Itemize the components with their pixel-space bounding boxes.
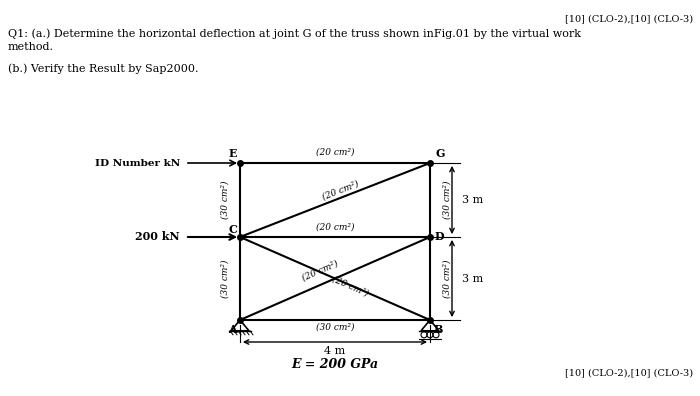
Text: (30 cm²): (30 cm²) [220, 259, 230, 298]
Text: (20 cm²): (20 cm²) [330, 275, 370, 298]
Text: [10] (CLO-2),[10] (CLO-3): [10] (CLO-2),[10] (CLO-3) [565, 14, 693, 23]
Text: (20 cm²): (20 cm²) [300, 259, 340, 282]
Text: ID Number kN: ID Number kN [94, 158, 180, 168]
Text: 200 kN: 200 kN [135, 232, 180, 242]
Text: E = 200 GPa: E = 200 GPa [291, 358, 379, 371]
Text: 3 m: 3 m [462, 195, 483, 205]
Text: C: C [228, 224, 237, 235]
Text: G: G [435, 148, 444, 159]
Text: (b.) Verify the Result by Sap2000.: (b.) Verify the Result by Sap2000. [8, 63, 199, 74]
Text: (30 cm²): (30 cm²) [442, 259, 452, 298]
Text: 4 m: 4 m [324, 346, 346, 356]
Text: [10] (CLO-2),[10] (CLO-3): [10] (CLO-2),[10] (CLO-3) [565, 368, 693, 377]
Text: (30 cm²): (30 cm²) [442, 181, 452, 219]
Text: method.: method. [8, 42, 54, 52]
Text: E: E [228, 148, 237, 159]
Text: 3 m: 3 m [462, 274, 483, 284]
Text: (30 cm²): (30 cm²) [220, 181, 230, 219]
Text: (30 cm²): (30 cm²) [316, 323, 354, 332]
Text: (20 cm²): (20 cm²) [321, 179, 360, 201]
Text: A: A [228, 324, 237, 335]
Text: D: D [435, 232, 444, 242]
Text: (20 cm²): (20 cm²) [316, 223, 354, 232]
Text: (20 cm²): (20 cm²) [316, 148, 354, 157]
Text: Q1: (a.) Determine the horizontal deflection at joint G of the truss shown inFig: Q1: (a.) Determine the horizontal deflec… [8, 28, 581, 38]
Text: B: B [434, 324, 443, 335]
